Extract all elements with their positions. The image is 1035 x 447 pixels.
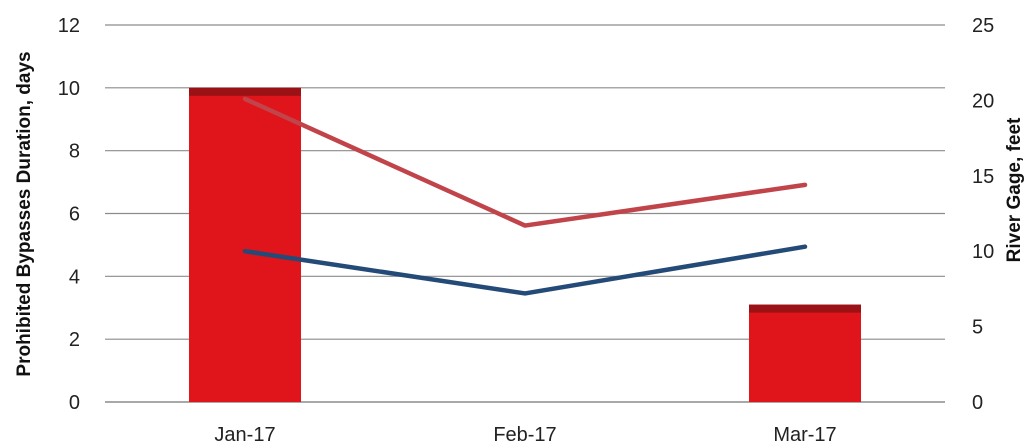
y-left-tick-label: 6	[69, 204, 80, 226]
bar	[189, 87, 301, 402]
series-line	[242, 96, 808, 228]
y-left-tick-label: 8	[69, 141, 80, 163]
series-line	[242, 244, 808, 296]
axes: 0 2 4 6 8 10 12 0 5 10 15 20 25 Jan-17 Feb-17 Mar-17	[58, 15, 995, 446]
bars	[189, 87, 861, 402]
y-right-tick-label: 10	[972, 241, 994, 263]
y-left-tick-label: 0	[69, 392, 80, 414]
bar-cap	[749, 304, 861, 313]
y-left-tick-label: 2	[69, 329, 80, 351]
y-axis-right-title: River Gage, feet	[1004, 117, 1025, 262]
y-right-tick-label: 15	[972, 166, 994, 188]
y-right-tick-label: 5	[972, 317, 983, 339]
bar-cap	[189, 87, 301, 96]
y-left-tick-label: 10	[58, 78, 80, 100]
x-tick-label: Mar-17	[773, 424, 836, 446]
y-left-tick-label: 12	[58, 15, 80, 37]
line-series	[242, 96, 808, 296]
x-tick-label: Feb-17	[493, 424, 556, 446]
y-axis-left-title: Prohibited Bypasses Duration, days	[14, 51, 35, 376]
y-right-tick-label: 0	[972, 392, 983, 414]
bar	[749, 304, 861, 402]
y-right-tick-label: 20	[972, 90, 994, 112]
y-left-tick-label: 4	[69, 266, 80, 288]
x-tick-label: Jan-17	[214, 424, 275, 446]
y-right-tick-label: 25	[972, 15, 994, 37]
